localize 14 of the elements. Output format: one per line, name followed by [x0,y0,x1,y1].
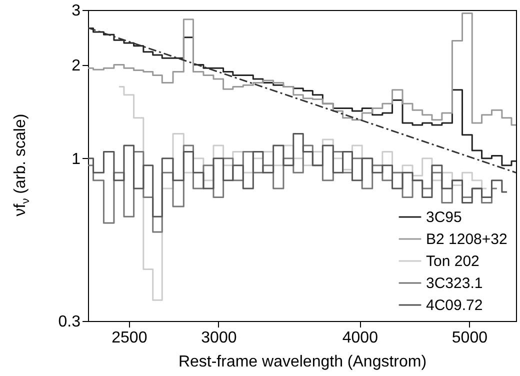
y-tick-label: 2 [72,57,81,74]
legend-label: B2 1208+32 [426,231,508,248]
legend-label: 4C09.72 [426,297,483,314]
y-tick-label: 0.3 [58,314,81,330]
x-tick-label: 5000 [452,330,488,346]
x-tick-label: 2500 [112,330,148,346]
legend-label: 3C95 [426,209,462,226]
x-axis-title: Rest-frame wavelength (Angstrom) [178,354,427,370]
x-tick-label: 3000 [201,330,237,346]
y-tick-label: 1 [72,150,81,168]
legend-label: 3C323.1 [426,275,483,292]
legend-label: Ton 202 [426,253,480,270]
x-tick-label: 4000 [342,330,378,346]
y-tick-label: 3 [72,2,81,20]
